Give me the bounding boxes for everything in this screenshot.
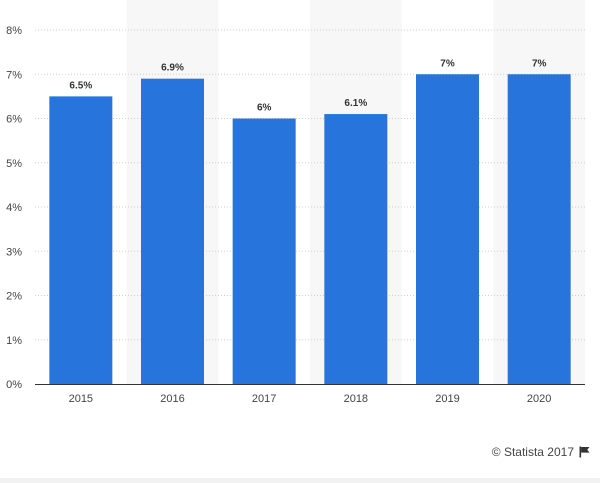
footer-strip (0, 478, 600, 483)
y-tick-label: 4% (6, 202, 22, 214)
data-label: 6.5% (69, 80, 92, 91)
y-tick-label: 1% (6, 335, 22, 347)
y-tick-label: 5% (6, 158, 22, 170)
bar[interactable] (416, 74, 479, 384)
y-tick-label: 6% (6, 114, 22, 126)
bar[interactable] (324, 114, 388, 384)
data-labels: 6.5% 6.9% 6% 6.1% 7% 7% (69, 58, 546, 113)
data-label: 6.1% (344, 98, 367, 109)
x-axis-tick-labels: 2015 2016 2017 2018 2019 2020 (69, 393, 552, 405)
x-tick-label: 2019 (435, 393, 459, 405)
bar[interactable] (232, 118, 296, 385)
credit-text: © Statista 2017 (491, 445, 574, 459)
bars (49, 74, 571, 385)
data-label: 6% (257, 103, 272, 114)
data-label: 7% (440, 58, 455, 69)
data-label: 7% (532, 58, 547, 69)
y-tick-label: 0% (6, 379, 22, 391)
x-tick-label: 2016 (160, 393, 184, 405)
y-tick-label: 8% (6, 25, 22, 37)
bar[interactable] (49, 96, 113, 384)
bar[interactable] (507, 74, 571, 384)
y-tick-label: 3% (6, 246, 22, 258)
x-tick-label: 2015 (69, 393, 93, 405)
x-tick-label: 2017 (252, 393, 276, 405)
statista-credit[interactable]: © Statista 2017 (492, 445, 590, 459)
data-label: 6.9% (161, 63, 184, 74)
y-tick-label: 2% (6, 291, 22, 303)
flag-icon[interactable] (579, 446, 590, 458)
y-axis-tick-labels: 0% 1% 2% 3% 4% 5% 6% 7% 8% (6, 25, 22, 391)
y-tick-label: 7% (6, 69, 22, 81)
bar[interactable] (141, 78, 204, 385)
x-tick-label: 2020 (527, 393, 551, 405)
x-tick-label: 2018 (344, 393, 368, 405)
